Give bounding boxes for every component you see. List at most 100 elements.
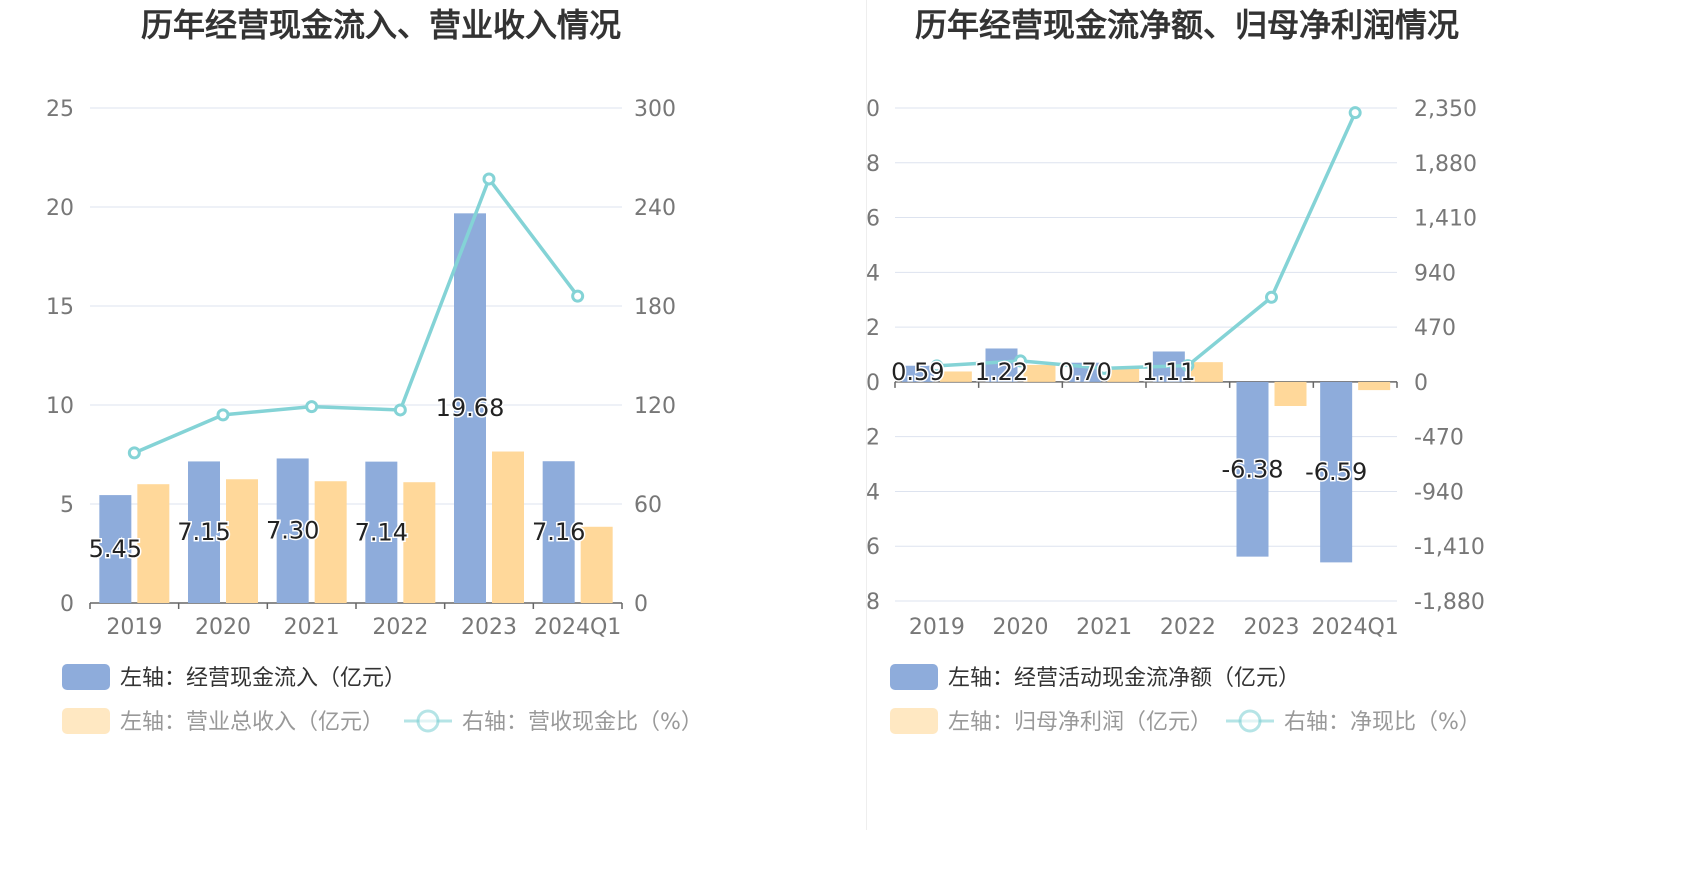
bar-data-label: 0.70 [1058,358,1111,386]
y-right-tick-label: 120 [634,394,676,419]
y-left-tick-label: -6 [866,535,880,560]
x-tick-label: 2019 [909,615,965,640]
legend-swatch [890,664,938,690]
y-left-tick-label: 2 [866,316,880,341]
y-right-tick-label: -1,410 [1414,535,1485,560]
bar-secondary [1023,364,1056,382]
x-tick-label: 2021 [284,615,340,640]
bar-data-label: 0.59 [891,358,944,386]
y-left-tick-label: 20 [46,196,74,221]
legend-line-marker [1238,709,1262,733]
bar-data-label: 1.11 [1142,358,1195,386]
y-left-tick-label: 6 [866,207,880,232]
line-point [1265,290,1278,304]
bar-data-label: 7.15 [177,518,230,546]
line-point [1181,359,1195,373]
bar-data-label: 1.22 [975,358,1028,386]
chart-title: 历年经营现金流净额、归母净利润情况 [915,6,1459,44]
legend-label: 右轴：营收现金比（%） [462,710,703,735]
line-point [305,400,319,414]
bar-secondary [137,484,170,603]
legend-swatch [62,664,110,690]
line-point [1348,106,1362,120]
x-tick-label: 2020 [195,615,251,640]
bar-primary [188,461,220,603]
bar-primary [1320,381,1353,563]
bar-secondary [580,526,613,603]
x-tick-label: 2020 [993,615,1049,640]
y-left-tick-label: 4 [866,261,880,286]
panel-divider [866,0,867,830]
y-right-tick-label: -470 [1414,426,1464,451]
x-tick-label: 2022 [372,615,428,640]
x-tick-label: 2023 [1244,615,1300,640]
y-right-tick-label: 1,880 [1414,152,1477,177]
bar-primary [901,365,934,382]
series-line [133,175,580,455]
y-left-tick-label: 10 [46,394,74,419]
bar-secondary [939,371,972,382]
bar-secondary [1358,381,1391,391]
x-tick-label: 2024Q1 [534,615,621,640]
bar-data-label: -6.59 [1305,458,1367,486]
chart-title: 历年经营现金流入、营业收入情况 [141,6,621,44]
legend-label: 左轴：经营活动现金流净额（亿元） [948,666,1300,691]
y-right-tick-label: 0 [1414,371,1428,396]
x-tick-label: 2021 [1076,615,1132,640]
y-left-tick-label: -8 [866,590,880,615]
y-right-tick-label: 940 [1414,261,1456,286]
bar-secondary [226,479,258,603]
line-point [1014,354,1027,368]
bar-data-label: 19.68 [436,394,505,422]
x-tick-label: 2023 [461,615,517,640]
bar-data-label: 5.45 [89,535,142,563]
bar-primary [365,461,398,603]
bar-data-label: 7.30 [266,517,319,545]
bar-data-label: 7.14 [355,518,408,546]
bar-secondary [314,481,347,603]
bar-primary [99,495,132,603]
bar-secondary [1107,366,1140,382]
y-left-tick-label: 15 [46,295,74,320]
line-point [930,359,944,373]
legend-line-marker [416,709,440,733]
bar-secondary [1274,381,1307,406]
line-point [482,172,496,186]
legend-swatch [890,708,938,734]
y-right-tick-label: 60 [634,493,662,518]
chart-operating-cash-inflow: 历年经营现金流入、营业收入情况 25 300 20 240 15 180 10 120 5 60 0 0… [46,6,703,735]
legend-swatch [62,708,110,734]
y-right-tick-label: 2,350 [1414,97,1477,122]
x-tick-label: 2022 [1160,615,1216,640]
y-right-tick-label: 0 [634,592,648,617]
y-left-tick-label: -2 [866,426,880,451]
bar-primary [454,213,486,603]
bar-primary [542,461,575,603]
y-right-tick-label: 300 [634,97,676,122]
y-right-tick-label: -1,880 [1414,590,1485,615]
line-point [216,408,230,422]
y-left-tick-label: 5 [60,493,74,518]
line-point [127,446,141,460]
y-left-tick-label: 0 [866,371,880,396]
bar-secondary [403,482,436,603]
chart-net-cash-flow: 历年经营现金流净额、归母净利润情况 10 2,350 8 1,880 6 1,410 4 940… [866,6,1485,735]
x-tick-label: 2019 [106,615,162,640]
bar-secondary [1190,362,1223,382]
series-line [936,111,1357,371]
line-point [571,289,585,303]
bar-primary [1236,381,1269,557]
y-right-tick-label: 470 [1414,316,1456,341]
x-tick-label: 2024Q1 [1312,615,1399,640]
y-left-tick-label: 25 [46,97,74,122]
line-point [393,403,407,417]
legend-label: 右轴：净现比（%） [1284,710,1481,735]
bar-secondary [492,451,524,603]
bar-data-label: -6.38 [1221,455,1283,483]
legend-label: 左轴：归母净利润（亿元） [948,710,1212,735]
legend-label: 左轴：营业总收入（亿元） [120,710,384,735]
y-right-tick-label: -940 [1414,480,1464,505]
y-right-tick-label: 240 [634,196,676,221]
legend-label: 左轴：经营现金流入（亿元） [120,666,406,691]
